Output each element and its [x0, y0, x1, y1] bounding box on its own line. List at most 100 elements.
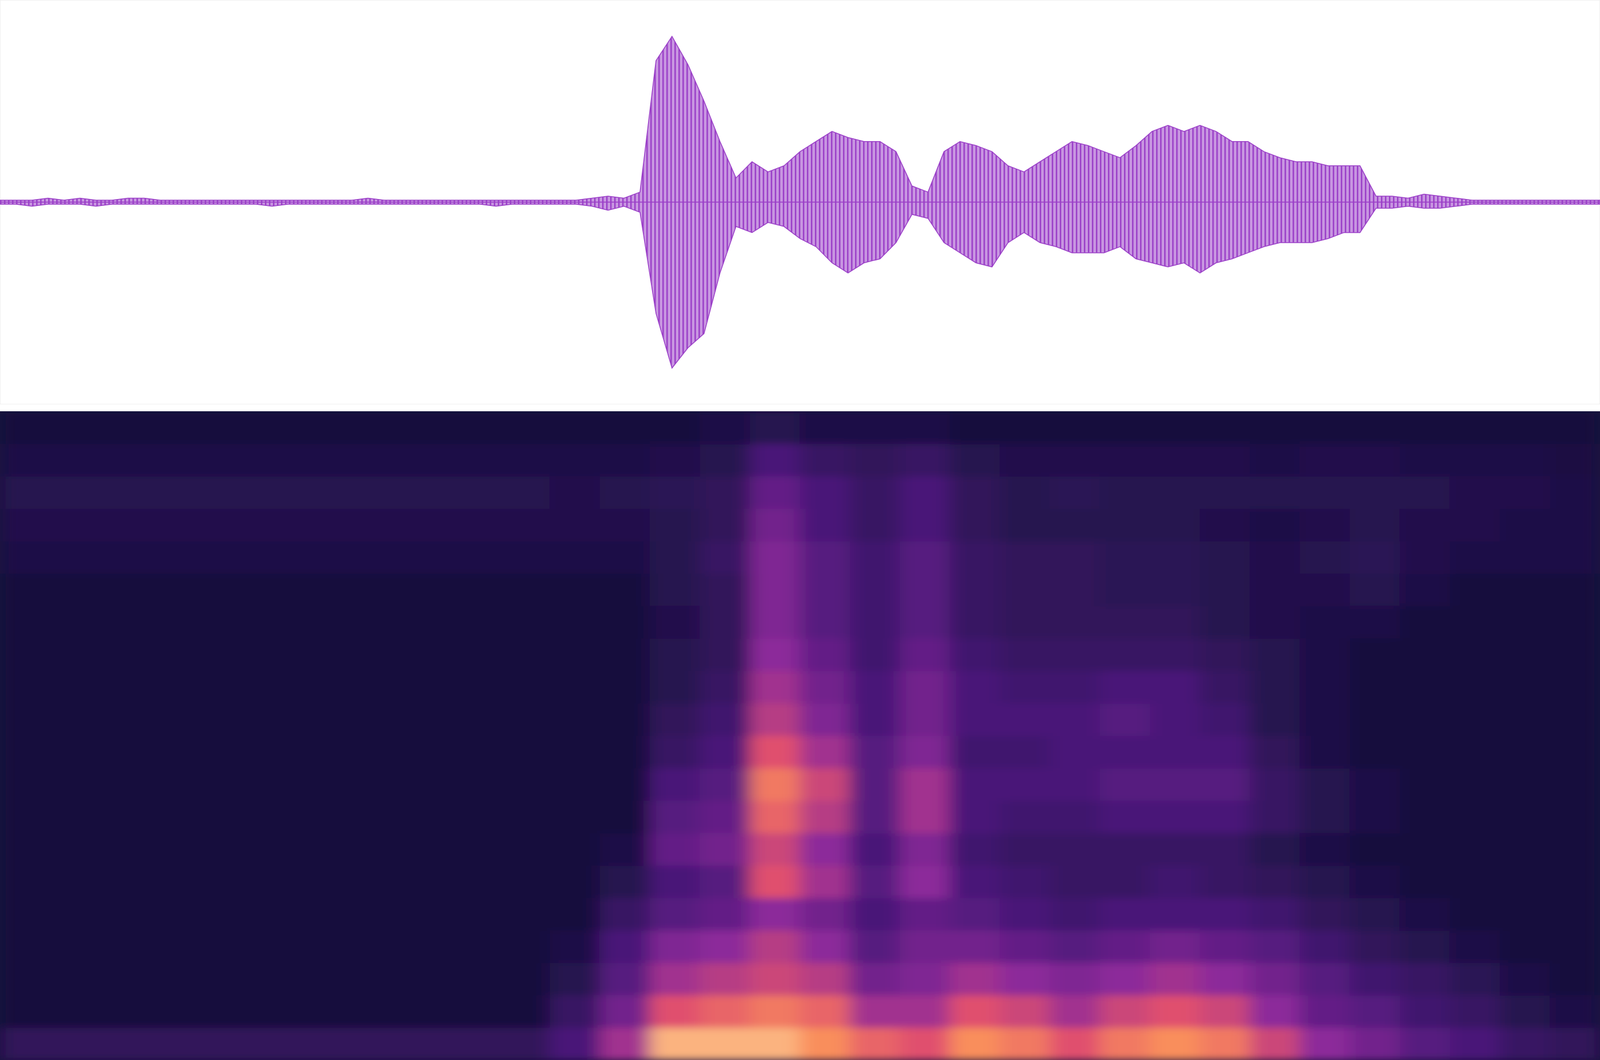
spectrogram-cell	[1199, 962, 1251, 996]
spectrogram-cell	[599, 994, 651, 1028]
spectrogram-cell	[449, 994, 501, 1028]
spectrogram-cell	[1549, 735, 1600, 769]
spectrogram-cell	[999, 962, 1051, 996]
spectrogram-cell	[1499, 962, 1551, 996]
spectrogram-cell	[99, 962, 151, 996]
spectrogram-cell	[899, 994, 951, 1028]
spectrogram-cell	[749, 994, 800, 1028]
spectrogram-cell	[1299, 929, 1350, 963]
spectrogram-cell	[1199, 540, 1251, 575]
spectrogram-cell	[349, 572, 401, 607]
spectrogram-cell	[1199, 670, 1251, 704]
spectrogram-cell	[649, 864, 701, 899]
spectrogram-cell	[549, 735, 601, 769]
spectrogram-cell	[399, 767, 451, 802]
spectrogram-cell	[449, 443, 501, 477]
spectrogram-cell	[199, 962, 251, 996]
spectrogram-cell	[1399, 929, 1451, 963]
spectrogram-cell	[1449, 864, 1501, 899]
spectrogram-cell	[1549, 767, 1600, 802]
spectrogram-cell	[1349, 897, 1401, 931]
spectrogram-cell	[149, 929, 201, 963]
spectrogram-cell	[1199, 702, 1251, 736]
plot-frame	[0, 0, 1600, 405]
spectrogram-cell	[1549, 637, 1600, 671]
spectrogram-cell	[349, 540, 401, 575]
spectrogram-cell	[899, 475, 951, 510]
spectrogram-cell	[1249, 929, 1301, 963]
spectrogram-cell	[499, 735, 550, 769]
spectrogram-cell	[599, 1027, 651, 1060]
spectrogram-cell	[399, 864, 451, 899]
spectrogram-cell	[649, 994, 701, 1028]
spectrogram-cell	[1499, 540, 1551, 575]
spectrogram-cell	[199, 443, 251, 477]
spectrogram-cell	[1549, 929, 1600, 963]
spectrogram-cell	[0, 411, 51, 444]
spectrogram-cell	[800, 411, 851, 444]
spectrogram-cell	[849, 411, 901, 444]
spectrogram-cell	[199, 572, 251, 607]
spectrogram-cell	[1049, 800, 1100, 834]
spectrogram-cell	[1299, 411, 1350, 444]
spectrogram-cell	[599, 735, 651, 769]
spectrogram-cell	[599, 864, 651, 899]
spectrogram-cell	[549, 897, 601, 931]
spectrogram-cell	[249, 508, 300, 542]
spectrogram-cell	[99, 832, 151, 866]
spectrogram-cell	[1099, 475, 1151, 510]
spectrogram-cell	[349, 475, 401, 510]
spectrogram-cell	[249, 897, 300, 931]
spectrogram-cell	[1099, 637, 1151, 671]
spectrogram-cell	[999, 572, 1051, 607]
spectrogram-cell	[399, 702, 451, 736]
spectrogram-cell	[1399, 572, 1451, 607]
spectrogram-cell	[1049, 767, 1100, 802]
spectrogram-cell	[699, 443, 751, 477]
spectrogram-cell	[899, 540, 951, 575]
spectrogram-cell	[999, 897, 1051, 931]
spectrogram-cell	[1249, 637, 1301, 671]
spectrogram-cell	[0, 475, 51, 510]
waveform-envelope	[0, 36, 1600, 202]
spectrogram-cell	[649, 1027, 701, 1060]
spectrogram-cell	[749, 637, 800, 671]
spectrogram-cell	[749, 929, 800, 963]
spectrogram-cell	[1049, 540, 1100, 575]
spectrogram-cell	[99, 411, 151, 444]
spectrogram-cell	[1199, 443, 1251, 477]
spectrogram-cell	[199, 508, 251, 542]
spectrogram-cell	[249, 767, 300, 802]
spectrogram-cell	[849, 962, 901, 996]
spectrogram-cell	[699, 832, 751, 866]
spectrogram-cell	[1099, 443, 1151, 477]
spectrogram-cell	[1349, 702, 1401, 736]
spectrogram-cell	[599, 767, 651, 802]
spectrogram-cell	[1199, 508, 1251, 542]
waveform	[0, 36, 1600, 368]
spectrogram-cell	[399, 962, 451, 996]
spectrogram-cell	[149, 572, 201, 607]
spectrogram-cell	[49, 994, 101, 1028]
spectrogram-cell	[1099, 702, 1151, 736]
spectrogram-cell	[1049, 572, 1100, 607]
spectrogram-cell	[699, 929, 751, 963]
spectrogram-cell	[849, 800, 901, 834]
spectrogram-cell	[49, 1027, 101, 1060]
spectrogram-cell	[1249, 897, 1301, 931]
spectrogram-cell	[1049, 864, 1100, 899]
spectrogram-cell	[1149, 508, 1201, 542]
spectrogram-cell	[800, 832, 851, 866]
spectrogram-cell	[1499, 605, 1551, 639]
spectrogram-cell	[449, 735, 501, 769]
spectrogram-cell	[999, 605, 1051, 639]
spectrogram-cell	[199, 411, 251, 444]
spectrogram-cell	[349, 897, 401, 931]
spectrogram-cell	[149, 605, 201, 639]
spectrogram-cell	[800, 897, 851, 931]
spectrogram-cell	[800, 1027, 851, 1060]
spectrogram-cell	[849, 832, 901, 866]
spectrogram-cell	[99, 897, 151, 931]
spectrogram-cell	[1449, 735, 1501, 769]
spectrogram-cell	[1299, 443, 1350, 477]
